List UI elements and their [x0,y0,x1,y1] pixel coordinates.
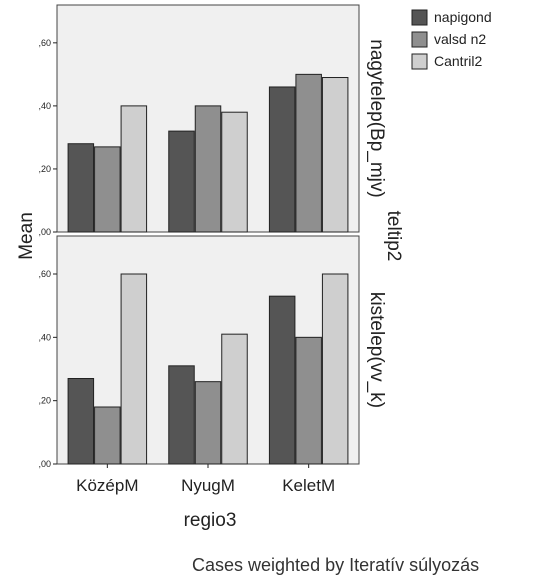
legend-label: valsd n2 [434,31,486,47]
x-tick-label: KeletM [282,476,335,495]
y-tick-label: ,40 [38,332,51,342]
bar [268,295,296,465]
bar [168,130,195,233]
bar [94,146,121,233]
legend: napigond valsd n2 Cantril2 [411,9,492,70]
bar [295,73,322,233]
y-tick-label: ,00 [38,459,51,469]
legend-label: napigond [434,9,492,25]
bar [120,273,148,465]
bar [221,111,248,233]
bar [94,406,121,465]
footnote: Cases weighted by Iteratív súlyozás [192,555,479,575]
panel-2: ,00 ,20 ,40 ,60 kistelep(vv_k) [38,235,387,469]
bar [168,365,195,465]
bar [194,381,222,465]
x-tick-label: NyugM [181,476,235,495]
bar [221,333,248,465]
bar [268,86,296,233]
panel-label: kistelep(vv_k) [366,292,387,408]
panels-group: ,00 ,20 ,40 ,60 nagytelep(Bp_mjv) ,00 ,20 ,40 ,6… [38,4,387,495]
y-tick-label: ,60 [38,38,51,48]
bar [321,273,349,465]
y-tick-label: ,20 [38,164,51,174]
legend-label: Cantril2 [434,53,482,69]
bar [67,143,95,233]
y-tick-label: ,00 [38,227,51,237]
y-tick-label: ,60 [38,269,51,279]
panel-1: ,00 ,20 ,40 ,60 nagytelep(Bp_mjv) [38,4,387,237]
y-axis-title: Mean [16,212,37,260]
x-axis-title: regio3 [184,510,237,531]
y-tick-label: ,20 [38,396,51,406]
legend-swatch [411,31,428,48]
legend-swatch [411,53,428,70]
bar [67,378,95,465]
legend-swatch [411,9,428,26]
panel-label: nagytelep(Bp_mjv) [366,39,387,197]
bar [295,336,322,465]
bar [120,105,148,233]
x-tick-label: KözépM [76,476,138,495]
row-variable-label: teltip2 [383,211,404,262]
bar [321,77,349,233]
y-tick-label: ,40 [38,101,51,111]
bar [194,105,222,233]
